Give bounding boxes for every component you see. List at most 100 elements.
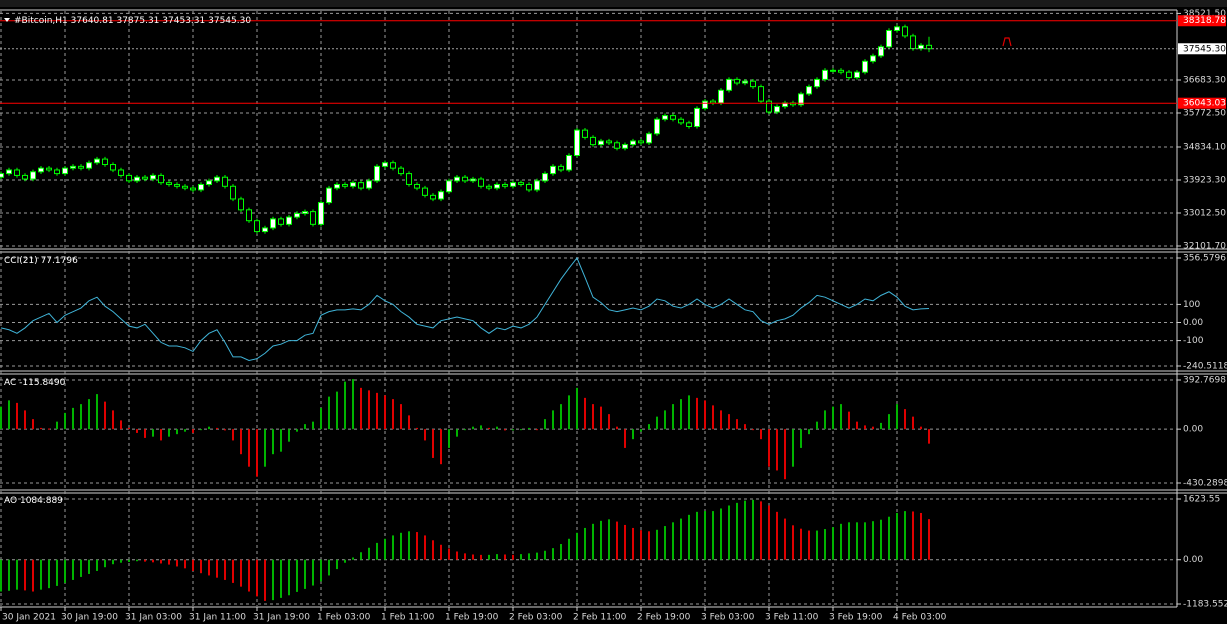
candle-body — [670, 115, 676, 120]
candle-body — [742, 80, 748, 84]
histogram-bar — [56, 559, 58, 586]
candle-body — [622, 144, 628, 149]
histogram-bar — [728, 414, 730, 430]
histogram-bar — [840, 523, 842, 560]
candle-body — [214, 176, 220, 182]
close-value: 37545.30 — [208, 16, 251, 26]
candle-body — [166, 182, 172, 185]
candle-body — [638, 140, 644, 144]
histogram-bar — [424, 535, 426, 560]
histogram-bar — [648, 424, 650, 430]
x-tick-label: 3 Feb 19:00 — [829, 613, 883, 623]
histogram-bar — [168, 429, 170, 437]
histogram-bar — [664, 410, 666, 430]
histogram-bar — [128, 559, 130, 562]
candle-body — [350, 182, 356, 187]
histogram-bar — [336, 391, 338, 430]
histogram-bar — [616, 426, 618, 430]
candle-body — [430, 194, 436, 200]
histogram-bar — [504, 554, 506, 560]
histogram-bar — [152, 429, 154, 437]
y-tick-label: 38521.50 — [1183, 9, 1226, 19]
histogram-bar — [784, 518, 786, 560]
histogram-bar — [272, 559, 274, 601]
candle-body — [454, 176, 460, 182]
candle-body — [94, 158, 100, 164]
candle-body — [486, 185, 492, 189]
histogram-bar — [144, 429, 146, 438]
histogram-bar — [896, 512, 898, 560]
candle-body — [542, 173, 548, 182]
indicator-value: -115.8490 — [19, 378, 65, 388]
histogram-bar — [320, 407, 322, 430]
histogram-bar — [416, 427, 418, 430]
candle-body — [926, 44, 932, 50]
candle-body — [758, 86, 764, 102]
candle-body — [238, 198, 244, 211]
histogram-bar — [552, 548, 554, 560]
candle-body — [126, 174, 132, 182]
histogram-bar — [864, 425, 866, 430]
histogram-bar — [152, 559, 154, 563]
candle-body — [286, 216, 292, 225]
histogram-bar — [928, 519, 930, 560]
candle-body — [358, 182, 364, 189]
histogram-bar — [16, 402, 18, 430]
histogram-bar — [248, 559, 250, 592]
histogram-bar — [576, 532, 578, 560]
histogram-bar — [680, 399, 682, 430]
histogram-bar — [776, 429, 778, 471]
histogram-bar — [840, 404, 842, 430]
histogram-bar — [592, 523, 594, 560]
histogram-bar — [800, 429, 802, 448]
candle-body — [446, 180, 452, 193]
y-tick-label: 36683.30 — [1183, 76, 1226, 86]
candle-body — [182, 185, 188, 189]
histogram-bar — [0, 406, 2, 430]
candle-body — [254, 220, 260, 233]
histogram-bar — [344, 559, 346, 563]
candle-body — [694, 107, 700, 127]
histogram-bar — [624, 524, 626, 560]
histogram-bar — [312, 559, 314, 586]
candle-body — [318, 202, 324, 225]
x-tick-label: 31 Jan 19:00 — [253, 613, 310, 623]
histogram-bar — [304, 424, 306, 430]
histogram-bar — [280, 429, 282, 452]
candle-body — [62, 167, 68, 175]
x-tick-label: 31 Jan 11:00 — [189, 613, 246, 623]
candle-body — [38, 167, 44, 173]
histogram-bar — [328, 559, 330, 576]
histogram-bar — [728, 505, 730, 560]
candle-body — [614, 142, 620, 149]
main-header: #Bitcoin,H1 37640.81 37875.31 37453.31 3… — [14, 16, 251, 26]
histogram-bar — [232, 429, 234, 441]
candle-body — [70, 165, 76, 169]
histogram-bar — [416, 532, 418, 560]
histogram-bar — [248, 429, 250, 467]
y-tick-label: 35772.50 — [1183, 109, 1226, 119]
histogram-bar — [536, 552, 538, 560]
collapse-arrow — [4, 18, 10, 22]
histogram-bar — [856, 421, 858, 430]
histogram-bar — [760, 501, 762, 560]
indicator-value: 77.1796 — [41, 256, 78, 266]
candle-body — [406, 173, 412, 185]
histogram-bar — [776, 511, 778, 560]
open-value: 37640.81 — [71, 16, 114, 26]
histogram-bar — [832, 527, 834, 560]
candle-body — [462, 176, 468, 182]
indicator-name: AO — [4, 496, 17, 506]
histogram-bar — [520, 554, 522, 560]
histogram-bar — [168, 559, 170, 565]
histogram-bar — [320, 559, 322, 582]
candle-body — [270, 218, 276, 229]
histogram-bar — [808, 530, 810, 560]
histogram-bar — [240, 559, 242, 587]
indicator-name: CCI(21) — [4, 256, 38, 266]
histogram-bar — [608, 414, 610, 430]
candle-body — [702, 100, 708, 109]
candle-body — [470, 178, 476, 182]
histogram-bar — [104, 401, 106, 430]
histogram-bar — [360, 387, 362, 430]
